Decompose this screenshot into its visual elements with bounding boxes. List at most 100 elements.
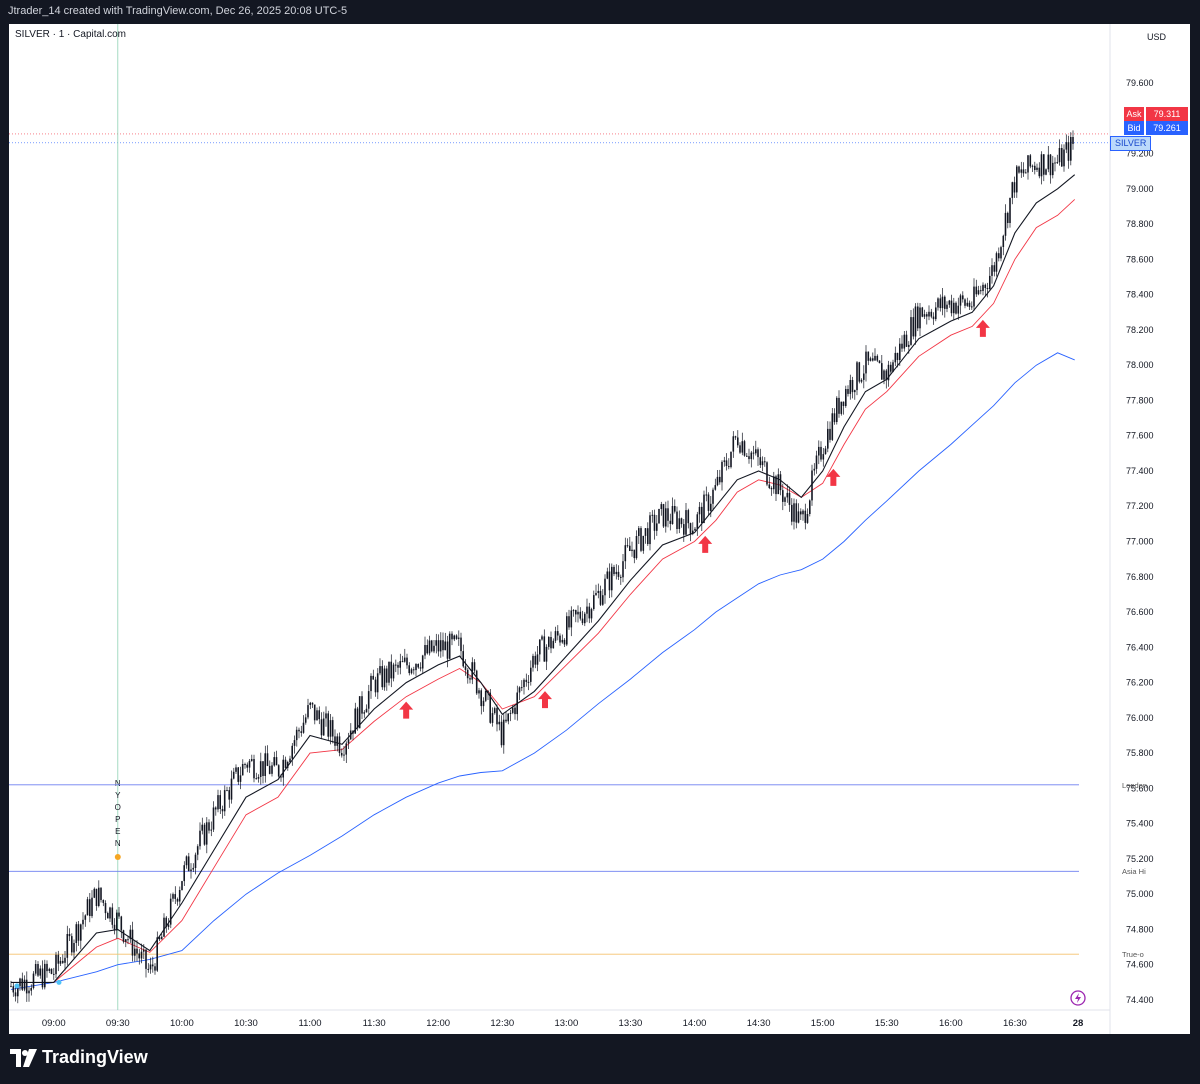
candle-body [824, 448, 827, 455]
candle-body [671, 506, 674, 524]
candle-body [129, 929, 132, 940]
candle-body [370, 675, 372, 692]
candle-body [383, 668, 386, 688]
candle-body [986, 288, 989, 289]
ny-open-dot [114, 854, 121, 860]
candle-body [338, 736, 341, 753]
candle-body [523, 679, 525, 688]
candle-body [190, 869, 192, 872]
candle-body [376, 673, 379, 693]
candle-body [993, 265, 996, 272]
flash-icon[interactable] [1070, 990, 1086, 1006]
candle-body [725, 460, 728, 466]
candle-body [320, 719, 323, 736]
candle-body [169, 898, 172, 925]
candle-body [838, 397, 840, 414]
candle-body [716, 476, 719, 486]
candle-body [770, 488, 773, 490]
candle-body [280, 776, 282, 778]
candle-body [728, 466, 730, 468]
tradingview-logo-icon [10, 1049, 37, 1067]
symbol-title[interactable]: SILVER · 1 · Capital.com [15, 29, 126, 40]
candle-body [638, 528, 640, 536]
x-tick-label: 10:00 [170, 1018, 194, 1029]
candle-body [210, 829, 212, 831]
candle-body [496, 708, 498, 725]
candle-body [912, 317, 915, 337]
candle-body [820, 446, 822, 460]
x-tick-label: 15:00 [811, 1018, 835, 1029]
candle-body [253, 759, 255, 779]
candle-body [349, 730, 352, 740]
candle-body [75, 924, 78, 943]
candle-body [313, 704, 316, 721]
candle-body [273, 757, 275, 766]
candle-body [89, 899, 91, 916]
candle-body [286, 762, 289, 768]
candle-body [201, 824, 203, 831]
candle-body [543, 636, 546, 662]
candle-body [935, 307, 937, 320]
y-tick-label: 78.800 [1126, 219, 1154, 229]
candle-body [93, 888, 96, 898]
candle-body [73, 943, 75, 953]
candle-body [268, 765, 271, 774]
candle-body [102, 900, 105, 903]
candle-body [113, 924, 116, 931]
candle-body [788, 492, 791, 505]
candle-body [21, 978, 23, 990]
candle-body [34, 964, 37, 974]
candle-body [17, 986, 19, 997]
candle-body [392, 664, 395, 679]
candle-body [125, 939, 127, 942]
candle-body [932, 316, 935, 320]
candle-body [421, 655, 424, 669]
candle-body [568, 616, 570, 628]
candle-body [786, 492, 789, 498]
start-marker [56, 979, 62, 985]
candle-body [327, 713, 329, 737]
candle-body [563, 639, 566, 645]
candle-body [800, 511, 802, 515]
candle-body [1031, 165, 1034, 167]
candle-body [520, 687, 523, 689]
candle-body [1027, 155, 1029, 173]
y-tick-label: 79.200 [1126, 149, 1154, 159]
candle-body [433, 645, 435, 652]
candle-body [142, 949, 145, 952]
candle-body [768, 484, 771, 488]
ny-open-letter: E [115, 827, 120, 836]
candle-body [367, 691, 370, 709]
candle-body [221, 809, 224, 812]
candle-body [1029, 155, 1032, 167]
candle-body [41, 968, 44, 988]
candle-body [428, 640, 431, 654]
candle-body [714, 485, 717, 490]
candle-body [241, 764, 244, 776]
candle-body [860, 379, 863, 382]
candle-body [514, 707, 516, 715]
candle-body [266, 753, 269, 766]
candle-body [903, 334, 906, 349]
candle-body [277, 765, 280, 777]
chart-panel[interactable]: 74.400 74.600 74.800 75.000 75.200 75.400 75.6… [9, 24, 1190, 1034]
price-chart[interactable]: 74.400 74.600 74.800 75.000 75.200 75.400 75.6… [9, 24, 1190, 1034]
candle-body [307, 705, 309, 718]
candle-body [298, 729, 300, 732]
candle-body [734, 436, 737, 438]
candle-body [354, 708, 356, 734]
candle-body [237, 767, 239, 782]
candle-body [692, 530, 694, 534]
ema-slow-line [10, 352, 1075, 990]
candle-body [322, 718, 325, 736]
candle-body [829, 428, 831, 440]
currency-label[interactable]: USD [1146, 32, 1166, 42]
x-tick-label: 12:00 [426, 1018, 450, 1029]
x-tick-label: 11:30 [363, 1018, 386, 1029]
candle-body [469, 678, 471, 680]
bid-label: Bid [1124, 121, 1144, 135]
candle-body [374, 679, 377, 693]
candle-body [1011, 182, 1014, 198]
y-tick-label: 78.000 [1126, 360, 1154, 370]
x-tick-label: 10:30 [234, 1018, 258, 1029]
